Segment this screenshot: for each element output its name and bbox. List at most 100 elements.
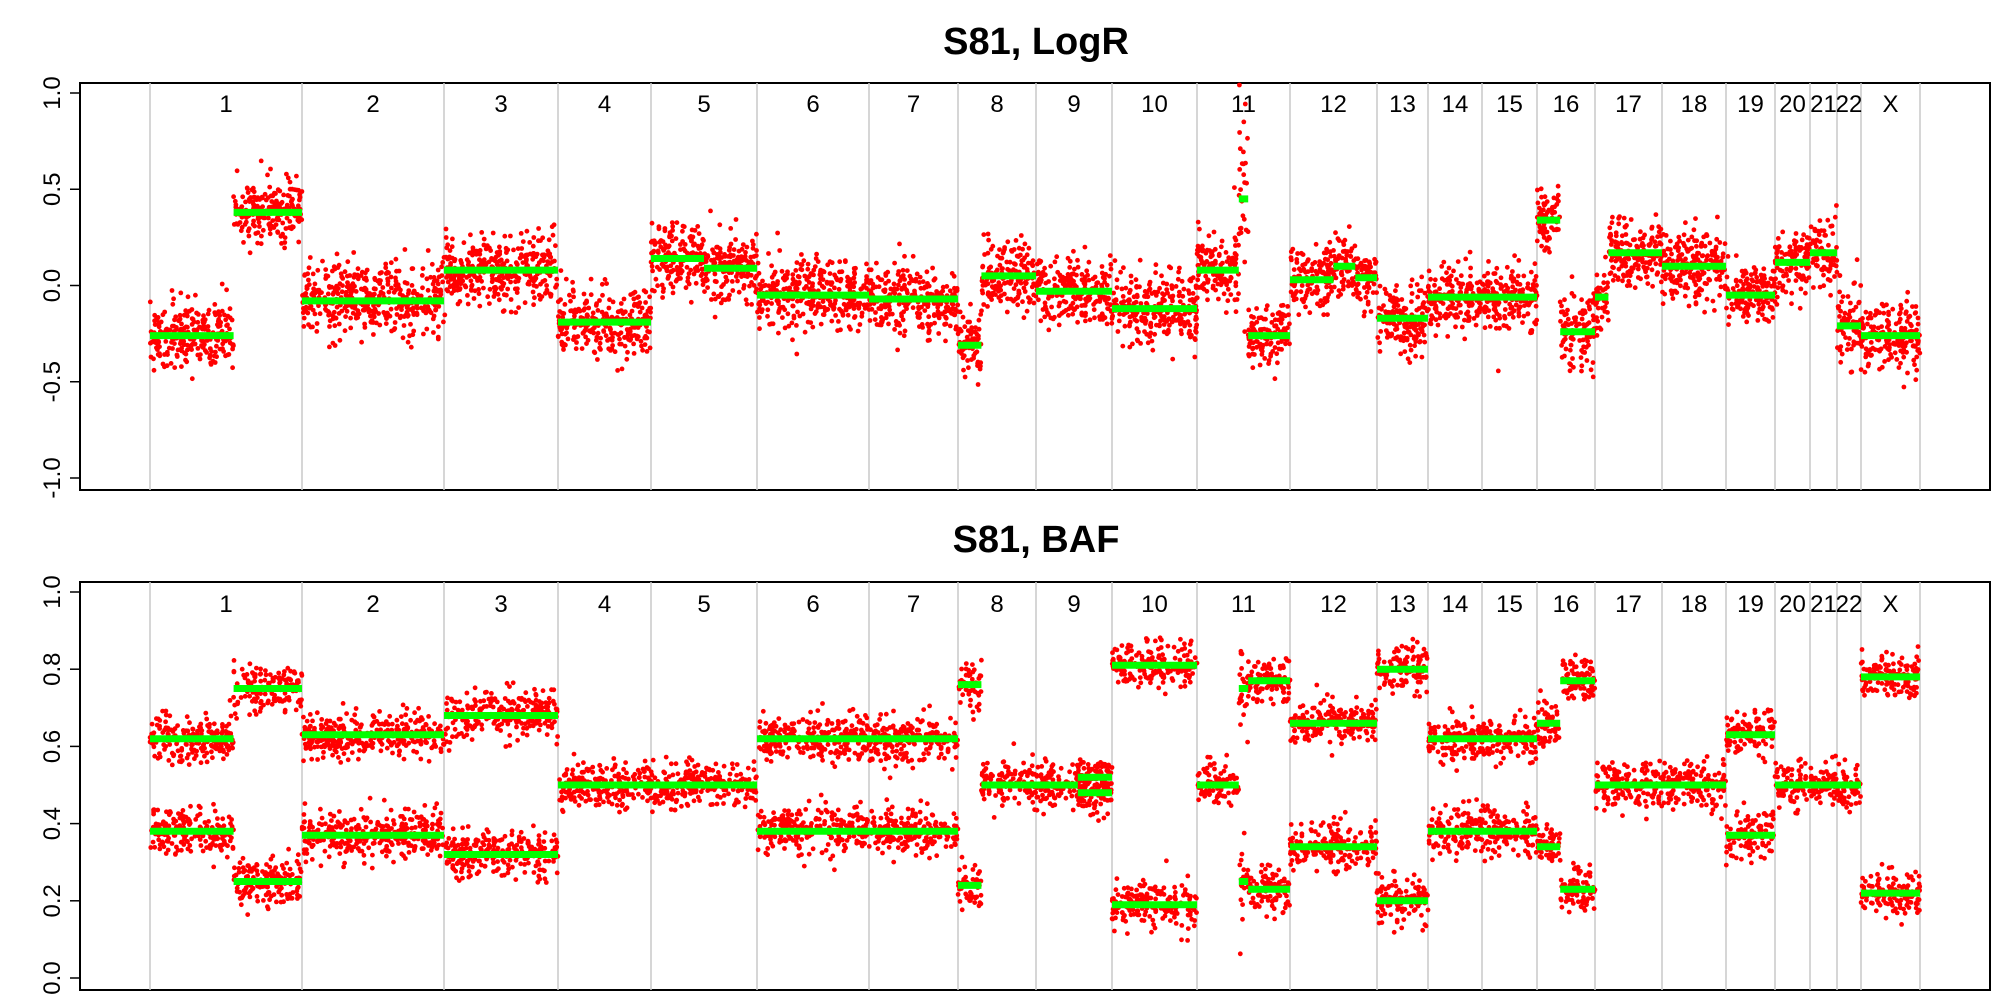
data-point — [1407, 330, 1412, 335]
data-point — [902, 254, 907, 259]
data-point — [497, 259, 502, 264]
data-point — [426, 248, 431, 253]
data-point — [695, 224, 700, 229]
data-point — [1789, 301, 1794, 306]
data-point — [431, 330, 436, 335]
data-point — [670, 220, 675, 225]
data-point — [604, 333, 609, 338]
data-point — [852, 280, 857, 285]
data-point — [1246, 308, 1251, 313]
data-point — [1237, 167, 1242, 172]
data-point — [186, 294, 191, 299]
data-point — [224, 287, 229, 292]
data-point — [1414, 308, 1419, 313]
data-point — [976, 382, 981, 387]
data-point — [266, 195, 271, 200]
data-point — [590, 327, 595, 332]
data-point — [1676, 235, 1681, 240]
data-point — [1087, 260, 1092, 265]
data-point — [1134, 319, 1139, 324]
data-point — [1780, 288, 1785, 293]
data-point — [711, 292, 716, 297]
data-point — [715, 245, 720, 250]
data-point — [1371, 290, 1376, 295]
data-point — [1499, 275, 1504, 280]
data-point — [230, 347, 235, 352]
data-point — [490, 257, 495, 262]
data-point — [808, 320, 813, 325]
data-point — [989, 297, 994, 302]
data-point — [864, 274, 869, 279]
data-point — [1329, 261, 1334, 266]
data-point — [1748, 285, 1753, 290]
data-point — [967, 329, 972, 334]
data-point — [630, 309, 635, 314]
data-point — [914, 277, 919, 282]
data-point — [363, 286, 368, 291]
data-point — [1610, 220, 1615, 225]
data-point — [805, 267, 810, 272]
data-point — [664, 266, 669, 271]
data-point — [819, 322, 824, 327]
data-point — [1673, 289, 1678, 294]
data-point — [647, 330, 652, 335]
data-point — [399, 314, 404, 319]
data-point — [400, 293, 405, 298]
data-point — [345, 309, 350, 314]
data-point — [516, 305, 521, 310]
data-point — [1246, 352, 1251, 357]
data-point — [660, 283, 665, 288]
data-point — [1448, 304, 1453, 309]
data-point — [766, 251, 771, 256]
data-point — [1358, 297, 1363, 302]
data-point — [1016, 289, 1021, 294]
data-point — [1617, 267, 1622, 272]
data-point — [909, 277, 914, 282]
data-point — [1389, 333, 1394, 338]
data-point — [1687, 304, 1692, 309]
data-point — [1798, 306, 1803, 311]
data-point — [384, 316, 389, 321]
data-point — [1255, 339, 1260, 344]
data-point — [1022, 286, 1027, 291]
data-point — [896, 269, 901, 274]
data-point — [1241, 150, 1246, 155]
data-point — [311, 272, 316, 277]
data-point — [962, 324, 967, 329]
data-point — [470, 250, 475, 255]
data-point — [552, 222, 557, 227]
data-point — [1562, 338, 1567, 343]
data-point — [1333, 230, 1338, 235]
data-point — [1546, 209, 1551, 214]
data-point — [1066, 313, 1071, 318]
data-point — [1613, 273, 1618, 278]
data-point — [1427, 269, 1432, 274]
data-point — [1303, 305, 1308, 310]
data-point — [1554, 202, 1559, 207]
data-point — [553, 285, 558, 290]
data-point — [1536, 201, 1541, 206]
data-point — [1668, 239, 1673, 244]
data-point — [803, 330, 808, 335]
data-point — [682, 224, 687, 229]
data-point — [1751, 279, 1756, 284]
data-point — [1314, 242, 1319, 247]
data-point — [1608, 271, 1613, 276]
data-point — [1533, 322, 1538, 327]
data-point — [717, 222, 722, 227]
data-point — [305, 284, 310, 289]
data-point — [1552, 210, 1557, 215]
data-point — [494, 277, 499, 282]
data-point — [1585, 322, 1590, 327]
data-point — [1433, 277, 1438, 282]
data-point — [917, 280, 922, 285]
data-point — [527, 240, 532, 245]
data-point — [556, 334, 561, 339]
data-point — [818, 304, 823, 309]
data-point — [737, 249, 742, 254]
data-point — [192, 320, 197, 325]
data-point — [775, 298, 780, 303]
data-point — [1268, 354, 1273, 359]
data-point — [660, 295, 665, 300]
data-point — [531, 290, 536, 295]
